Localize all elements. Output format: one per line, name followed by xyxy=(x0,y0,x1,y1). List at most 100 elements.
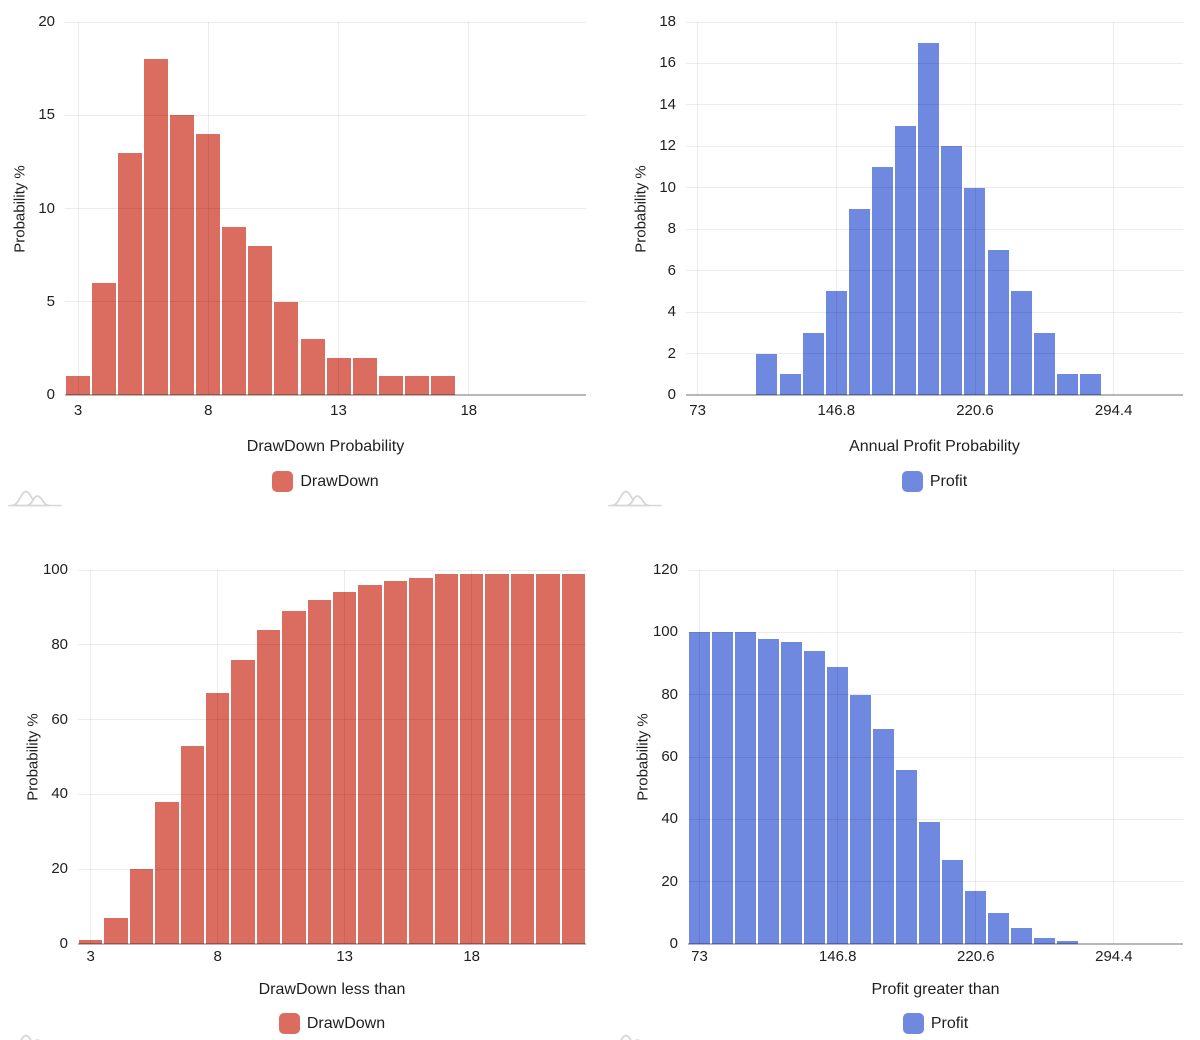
histogram-bar xyxy=(735,632,756,944)
x-axis-title-row: Profit greater than xyxy=(688,981,1183,999)
x-gridline xyxy=(468,22,470,395)
histogram-bar xyxy=(282,611,306,944)
y-tick-label: 0 xyxy=(667,386,676,403)
histogram-bar xyxy=(802,332,824,395)
x-axis-line xyxy=(686,394,1183,396)
chart-drawdown-probability: 0 5 10 15 20 3 8 13 18 Probability % DrawDown Prob… xyxy=(0,0,600,520)
histogram-bar xyxy=(358,585,382,944)
y-tick-label: 16 xyxy=(659,54,676,72)
y-gridline xyxy=(688,756,1183,758)
histogram-bar xyxy=(510,573,535,944)
histogram-bar xyxy=(333,592,357,944)
histogram-bar xyxy=(987,249,1009,395)
x-gridline xyxy=(697,22,699,395)
histogram-bar xyxy=(781,641,803,944)
y-gridline xyxy=(686,62,1183,64)
y-gridline xyxy=(686,311,1183,313)
histogram-bar xyxy=(536,573,560,944)
histogram-bar xyxy=(1011,928,1033,944)
y-gridline xyxy=(688,631,1183,633)
histogram-bar xyxy=(144,59,169,395)
y-tick-label: 10 xyxy=(659,178,676,196)
y-tick-label: 5 xyxy=(46,292,55,310)
y-gridline xyxy=(78,868,586,870)
legend: Profit xyxy=(686,471,1183,492)
histogram-bar xyxy=(352,357,377,395)
histogram-bar xyxy=(129,869,154,944)
y-tick-label: 20 xyxy=(38,13,55,30)
histogram-bar xyxy=(460,573,484,944)
histogram-bar xyxy=(248,245,273,395)
histogram-bar xyxy=(404,376,429,395)
legend-swatch xyxy=(902,1013,924,1034)
histogram-bar xyxy=(804,651,826,944)
histogram-bar xyxy=(180,745,204,944)
y-tick-label: 4 xyxy=(667,303,676,321)
y-tick-label: 6 xyxy=(667,261,676,279)
x-axis-title: DrawDown Probability xyxy=(246,438,405,455)
legend-swatch xyxy=(278,1013,300,1034)
histogram-bar xyxy=(485,573,509,944)
y-gridline xyxy=(688,694,1183,696)
y-gridline xyxy=(686,270,1183,272)
x-tick-label: 294.4 xyxy=(1094,402,1133,419)
histogram-bar xyxy=(561,573,585,944)
histogram-bar xyxy=(430,376,455,395)
y-gridline xyxy=(686,104,1183,106)
x-gridline xyxy=(835,22,837,395)
y-gridline xyxy=(688,818,1183,820)
y-tick-label: 0 xyxy=(46,386,55,403)
x-tick-label: 8 xyxy=(213,948,222,965)
histogram-bar xyxy=(66,376,90,395)
y-gridline xyxy=(686,21,1183,23)
x-tick-label: 220.6 xyxy=(957,948,995,965)
histogram-bar xyxy=(274,301,299,396)
histogram-bar xyxy=(871,167,893,395)
y-tick-label: 10 xyxy=(38,199,55,217)
histogram-bar xyxy=(850,694,872,944)
histogram-bar xyxy=(689,632,710,944)
y-tick-label: 120 xyxy=(652,561,678,578)
x-tick-label: 18 xyxy=(460,402,478,419)
y-gridline xyxy=(688,881,1183,883)
distribution-curve-icon xyxy=(8,1032,62,1040)
x-gridline xyxy=(338,22,339,395)
y-gridline xyxy=(65,114,586,116)
x-tick-label: 13 xyxy=(336,948,354,965)
histogram-bar xyxy=(779,374,801,395)
histogram-bar xyxy=(965,891,987,944)
x-axis-title: Profit greater than xyxy=(871,981,1000,998)
x-tick-label: 73 xyxy=(691,948,708,965)
y-tick-label: 80 xyxy=(661,685,678,703)
histogram-bar xyxy=(79,940,103,944)
y-axis-title: Probability % xyxy=(634,713,652,801)
legend: DrawDown xyxy=(78,1013,586,1034)
x-tick-label: 220.6 xyxy=(956,402,994,419)
y-gridline xyxy=(78,569,586,571)
y-tick-label: 14 xyxy=(659,95,676,113)
y-tick-label: 40 xyxy=(51,785,68,803)
x-tick-label: 3 xyxy=(73,402,83,419)
x-axis-title-row: DrawDown Probability xyxy=(65,438,586,456)
x-axis-title: Annual Profit Probability xyxy=(849,438,1020,455)
y-tick-label: 20 xyxy=(51,860,68,878)
y-tick-label: 15 xyxy=(38,106,55,124)
x-axis-title-row: Annual Profit Probability xyxy=(686,438,1183,456)
histogram-bar xyxy=(895,125,917,395)
x-gridline xyxy=(974,22,976,395)
histogram-bar xyxy=(300,339,325,395)
x-axis-title: DrawDown less than xyxy=(258,981,406,998)
x-axis-title-row: DrawDown less than xyxy=(78,981,586,999)
histogram-bar xyxy=(918,42,940,395)
distribution-curve-icon xyxy=(608,1032,662,1040)
y-gridline xyxy=(686,228,1183,230)
y-axis-title: Probability % xyxy=(24,713,42,801)
x-tick-label: 294.4 xyxy=(1095,948,1133,965)
y-tick-label: 0 xyxy=(59,935,68,952)
x-gridline xyxy=(90,570,92,944)
y-tick-label: 60 xyxy=(661,748,678,765)
legend-label: Profit xyxy=(929,472,968,490)
y-gridline xyxy=(65,301,586,303)
x-gridline xyxy=(471,570,473,944)
